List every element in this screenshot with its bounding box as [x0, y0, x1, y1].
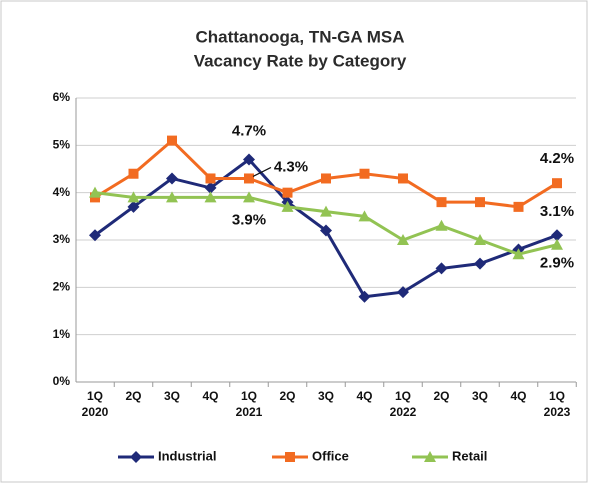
marker — [397, 286, 409, 299]
marker — [424, 451, 436, 462]
x-tick-label: 1Q 2023 — [544, 389, 571, 419]
marker — [320, 205, 332, 217]
marker — [167, 135, 177, 146]
marker — [282, 187, 293, 198]
marker — [551, 229, 563, 242]
marker — [475, 197, 485, 208]
marker — [127, 191, 140, 203]
marker — [205, 173, 216, 184]
y-tick-label: 6% — [53, 90, 71, 104]
value-label: 2.9% — [540, 255, 574, 272]
marker — [551, 238, 563, 250]
x-tick-label: 3Q — [318, 389, 334, 403]
marker — [398, 173, 408, 184]
x-tick-label: 2Q — [125, 389, 141, 403]
value-label: 4.2% — [540, 150, 574, 167]
chart-title: Chattanooga, TN-GA MSA — [195, 27, 404, 46]
y-tick-label: 0% — [53, 374, 71, 388]
x-tick-label: 3Q — [472, 389, 488, 403]
marker — [128, 168, 139, 179]
marker — [435, 262, 448, 275]
marker — [358, 210, 371, 222]
marker — [243, 191, 255, 203]
marker — [285, 452, 295, 462]
marker — [512, 248, 525, 260]
y-tick-label: 3% — [53, 232, 71, 246]
marker — [435, 219, 448, 231]
marker — [321, 173, 331, 184]
marker — [281, 200, 294, 212]
value-label: 3.1% — [540, 203, 574, 220]
marker — [166, 172, 178, 185]
legend-label: Industrial — [158, 448, 217, 463]
value-label: 3.9% — [232, 211, 266, 228]
legend-label: Retail — [452, 448, 487, 463]
marker — [166, 191, 178, 203]
marker — [513, 201, 524, 212]
marker — [474, 257, 486, 270]
x-tick-label: 3Q — [164, 389, 180, 403]
y-tick-label: 1% — [53, 327, 71, 341]
value-label: 4.7% — [232, 123, 266, 140]
marker — [244, 173, 254, 184]
x-tick-label: 1Q 2022 — [390, 389, 417, 419]
y-tick-label: 4% — [53, 185, 71, 199]
marker — [552, 178, 562, 189]
marker — [243, 153, 255, 166]
marker — [397, 234, 409, 245]
y-tick-label: 5% — [53, 138, 71, 152]
marker — [204, 191, 217, 203]
legend-label: Office — [312, 448, 349, 463]
x-tick-label: 1Q 2020 — [82, 389, 109, 419]
marker — [89, 229, 101, 242]
marker — [204, 181, 217, 194]
marker — [358, 290, 371, 303]
marker — [127, 200, 140, 213]
marker — [89, 186, 101, 198]
x-tick-label: 4Q — [356, 389, 372, 403]
leader-line — [252, 166, 272, 178]
x-tick-label: 4Q — [510, 389, 526, 403]
chart-subtitle: Vacancy Rate by Category — [194, 51, 407, 70]
x-tick-label: 2Q — [279, 389, 295, 403]
x-tick-label: 4Q — [202, 389, 218, 403]
marker — [320, 224, 332, 237]
marker — [130, 451, 142, 463]
marker — [436, 197, 447, 208]
x-tick-label: 2Q — [433, 389, 449, 403]
marker — [359, 168, 370, 179]
value-label: 4.3% — [274, 158, 308, 175]
x-tick-label: 1Q 2021 — [236, 389, 263, 419]
y-tick-label: 2% — [53, 280, 71, 294]
marker — [474, 234, 486, 245]
